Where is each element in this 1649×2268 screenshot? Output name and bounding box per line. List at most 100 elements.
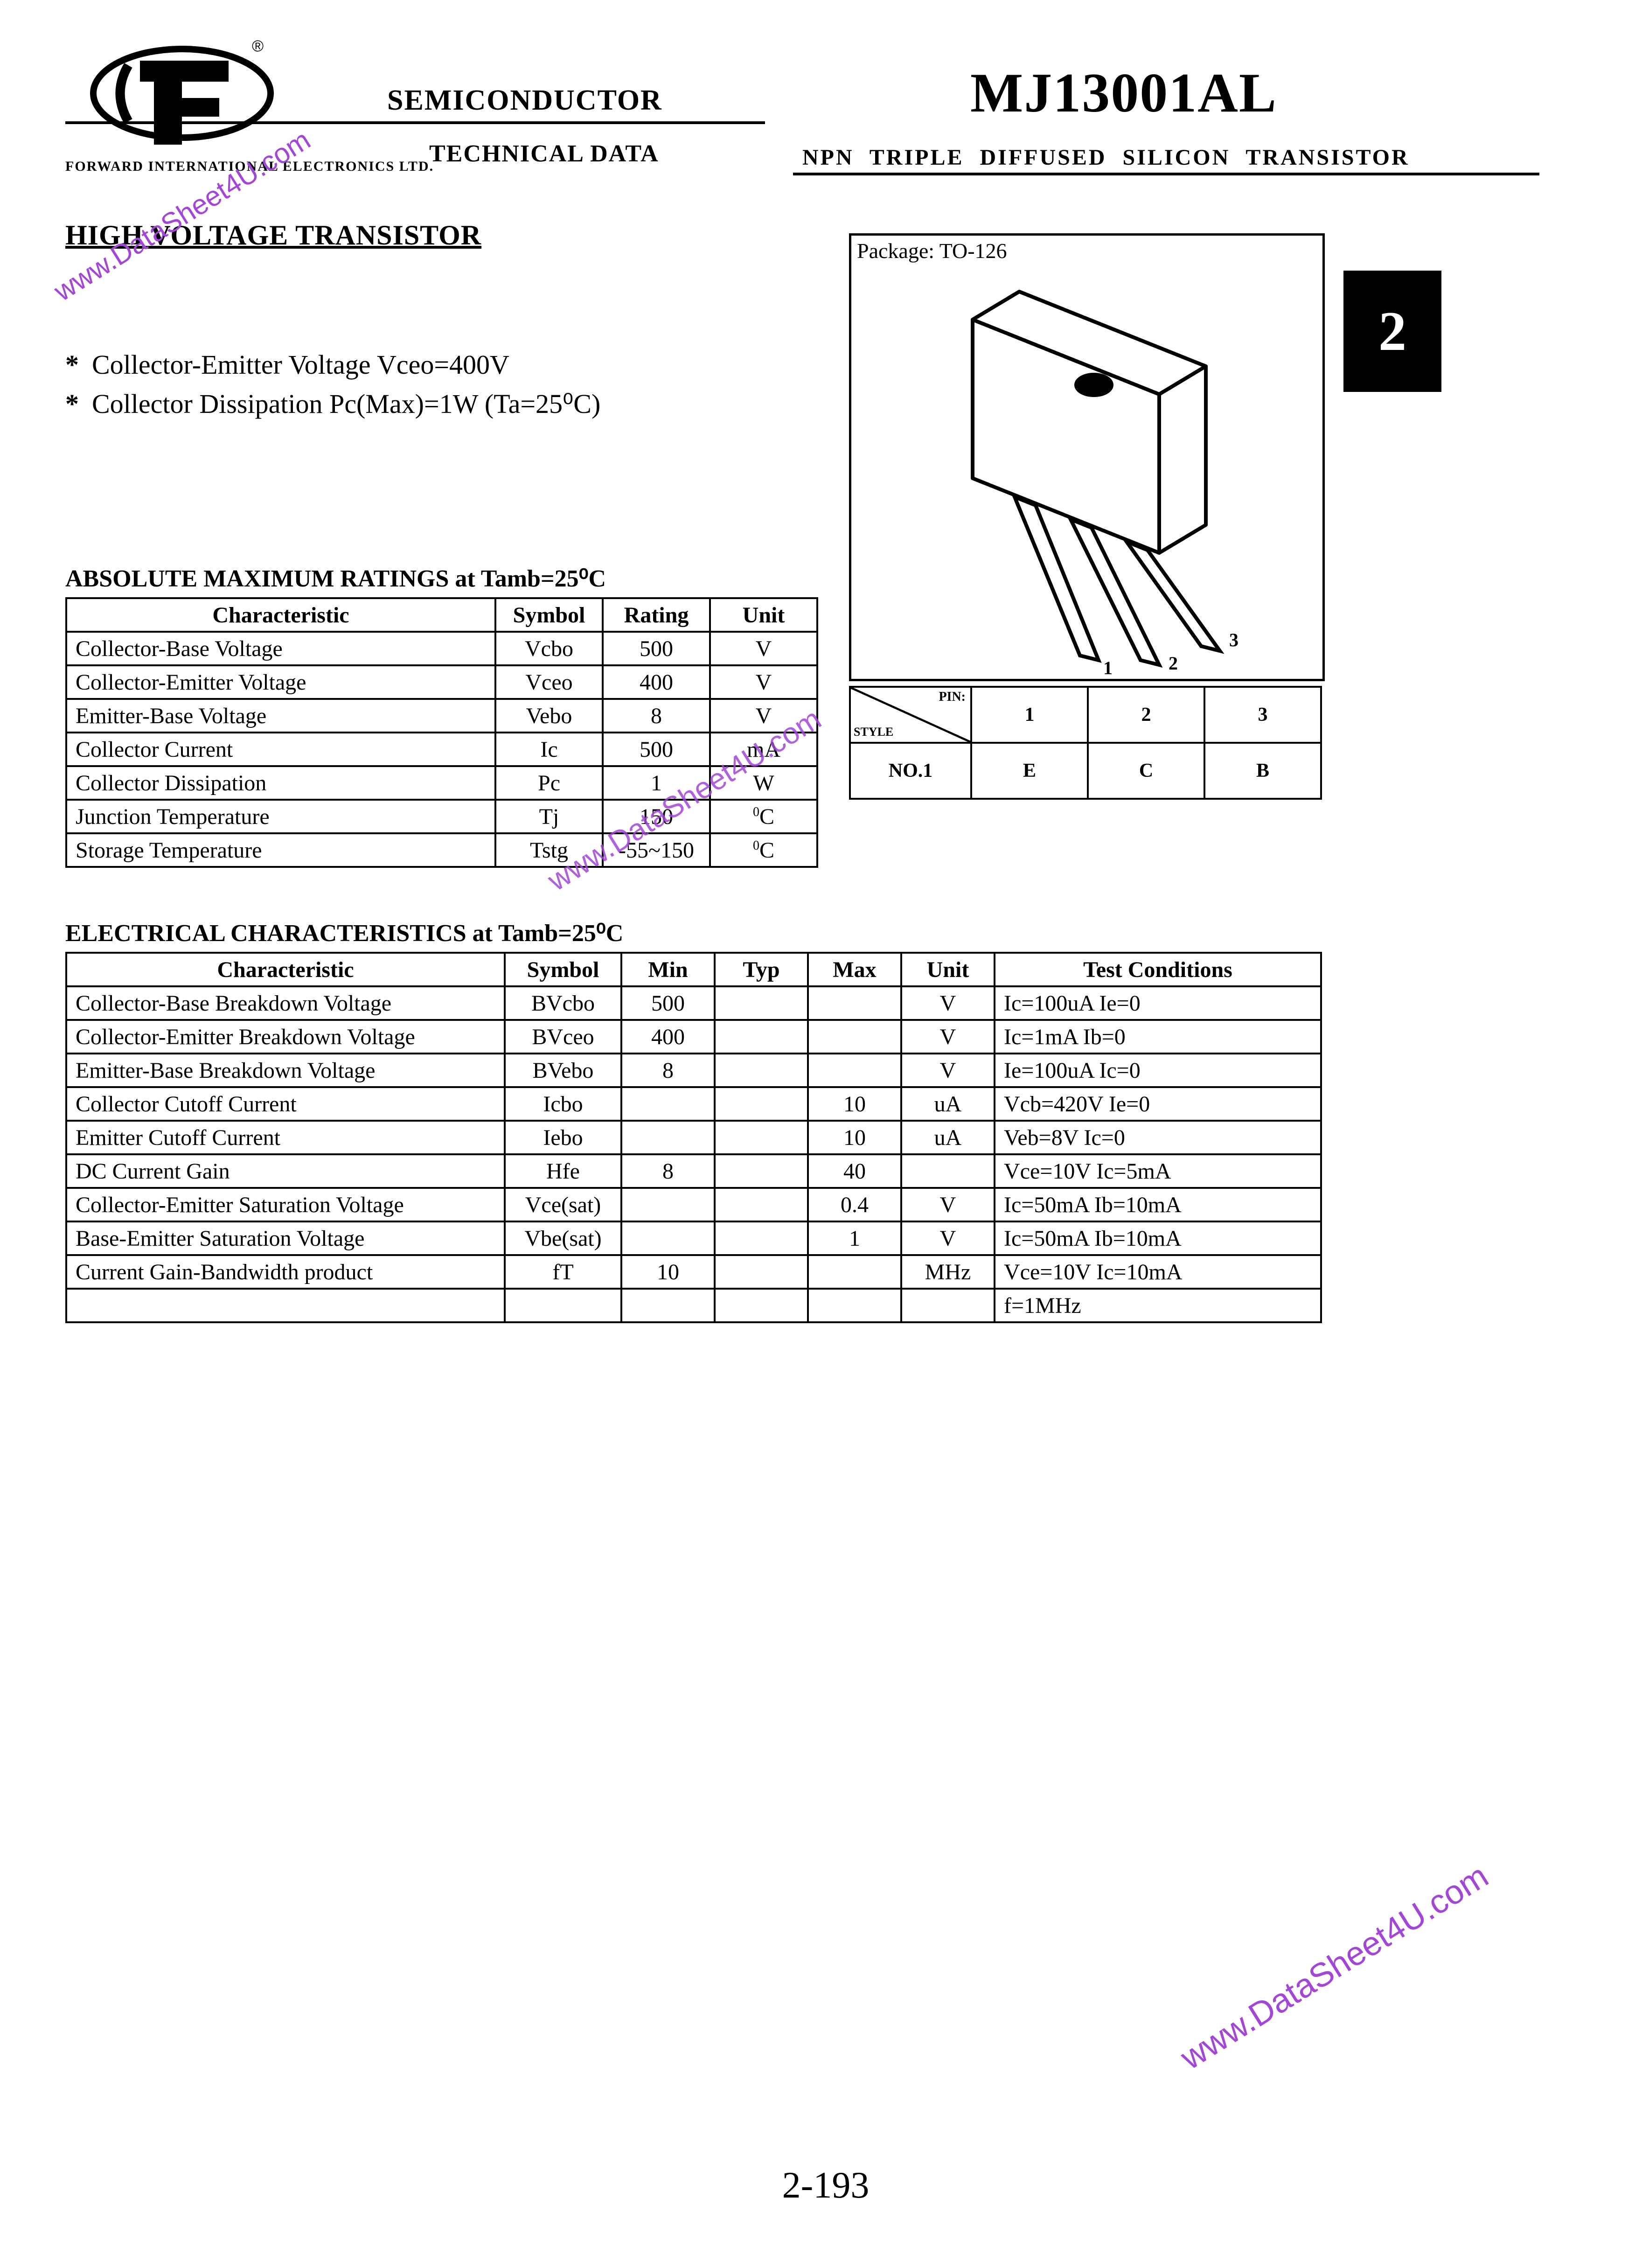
pin-table-cell: B — [1204, 743, 1321, 799]
ec-cell: V — [901, 1221, 995, 1255]
ec-header: Unit — [901, 953, 995, 986]
amr-cell: 500 — [603, 632, 710, 665]
amr-header: Characteristic — [66, 598, 495, 632]
ec-cell — [715, 1255, 808, 1289]
amr-cell: Vcbo — [495, 632, 603, 665]
ec-cell: uA — [901, 1121, 995, 1154]
amr-cell: 150 — [603, 800, 710, 833]
ec-cell: V — [901, 1054, 995, 1087]
pin-style-table: PIN: STYLE 123NO.1ECB — [849, 686, 1322, 800]
amr-cell: Collector Current — [66, 733, 495, 766]
amr-cell: Collector-Base Voltage — [66, 632, 495, 665]
ec-cell: Current Gain-Bandwidth product — [66, 1255, 505, 1289]
pin-table-header: 3 — [1204, 687, 1321, 743]
amr-title: ABSOLUTE MAXIMUM RATINGS at Tamb=25⁰C — [65, 565, 606, 593]
pin-table-corner: PIN: STYLE — [850, 687, 971, 743]
ec-cell: BVceo — [505, 1020, 621, 1054]
amr-cell: Storage Temperature — [66, 833, 495, 867]
ec-cell: 500 — [621, 986, 715, 1020]
ec-cell — [66, 1289, 505, 1322]
svg-text:3: 3 — [1229, 629, 1238, 650]
ec-cell — [715, 1121, 808, 1154]
ec-cell: Vcb=420V Ie=0 — [995, 1087, 1321, 1121]
ec-cell: 10 — [808, 1121, 901, 1154]
ec-table: CharacteristicSymbolMinTypMaxUnitTest Co… — [65, 952, 1322, 1323]
ec-cell: V — [901, 986, 995, 1020]
ec-cell — [715, 1087, 808, 1121]
ec-cell: Collector-Base Breakdown Voltage — [66, 986, 505, 1020]
ec-header: Test Conditions — [995, 953, 1321, 986]
svg-text:1: 1 — [1103, 657, 1113, 678]
amr-cell: Ic — [495, 733, 603, 766]
amr-cell: V — [710, 699, 817, 733]
amr-header: Rating — [603, 598, 710, 632]
ec-cell: f=1MHz — [995, 1289, 1321, 1322]
bullet-text: Collector-Emitter Voltage Vceo=400V — [92, 345, 509, 384]
ec-cell: Emitter Cutoff Current — [66, 1121, 505, 1154]
watermark: www.DataSheet4U.com — [1174, 1857, 1495, 2077]
ec-cell: 10 — [621, 1255, 715, 1289]
amr-cell: 0C — [710, 800, 817, 833]
part-number: MJ13001AL — [970, 61, 1277, 125]
ec-cell: Collector-Emitter Saturation Voltage — [66, 1188, 505, 1221]
svg-text:®: ® — [252, 37, 264, 55]
amr-cell: 8 — [603, 699, 710, 733]
ec-cell: 8 — [621, 1054, 715, 1087]
amr-cell: Tstg — [495, 833, 603, 867]
ec-cell: 0.4 — [808, 1188, 901, 1221]
ec-cell: Vce(sat) — [505, 1188, 621, 1221]
ec-cell: V — [901, 1020, 995, 1054]
header: ® FORWARD INTERNATIONAL ELECTRONICS LTD.… — [65, 33, 1586, 182]
ec-cell: uA — [901, 1087, 995, 1121]
ec-cell: Vbe(sat) — [505, 1221, 621, 1255]
ec-cell: Ie=100uA Ic=0 — [995, 1054, 1321, 1087]
page: ® FORWARD INTERNATIONAL ELECTRONICS LTD.… — [65, 33, 1586, 2226]
ec-cell: MHz — [901, 1255, 995, 1289]
amr-header: Symbol — [495, 598, 603, 632]
ec-cell — [808, 1289, 901, 1322]
amr-cell: 400 — [603, 665, 710, 699]
ec-cell: 40 — [808, 1154, 901, 1188]
ec-cell: Ic=50mA Ib=10mA — [995, 1221, 1321, 1255]
amr-cell: 0C — [710, 833, 817, 867]
ec-cell — [715, 1289, 808, 1322]
ec-cell — [715, 1020, 808, 1054]
ec-cell: BVcbo — [505, 986, 621, 1020]
amr-cell: V — [710, 632, 817, 665]
pin-table-header: 2 — [1088, 687, 1204, 743]
ec-cell — [808, 1020, 901, 1054]
ec-cell — [621, 1188, 715, 1221]
ec-cell: DC Current Gain — [66, 1154, 505, 1188]
amr-cell: Collector Dissipation — [66, 766, 495, 800]
ec-cell — [621, 1087, 715, 1121]
ec-cell: Collector Cutoff Current — [66, 1087, 505, 1121]
ec-cell: Ic=1mA Ib=0 — [995, 1020, 1321, 1054]
ec-cell: Veb=8V Ic=0 — [995, 1121, 1321, 1154]
header-rule-right — [793, 173, 1539, 175]
ec-cell — [715, 1221, 808, 1255]
amr-cell: 1 — [603, 766, 710, 800]
ec-header: Characteristic — [66, 953, 505, 986]
ec-cell: Ic=100uA Ie=0 — [995, 986, 1321, 1020]
bullet-asterisk: * — [65, 345, 79, 384]
ec-cell: Emitter-Base Breakdown Voltage — [66, 1054, 505, 1087]
ec-cell: 1 — [808, 1221, 901, 1255]
ec-cell — [621, 1221, 715, 1255]
amr-cell: Pc — [495, 766, 603, 800]
ec-cell — [715, 1054, 808, 1087]
ec-cell — [715, 1188, 808, 1221]
ec-cell: BVebo — [505, 1054, 621, 1087]
amr-header: Unit — [710, 598, 817, 632]
ec-cell — [808, 1255, 901, 1289]
ec-cell — [621, 1289, 715, 1322]
package-label: Package: TO-126 — [857, 238, 1007, 263]
company-name: FORWARD INTERNATIONAL ELECTRONICS LTD. — [65, 159, 434, 174]
amr-cell: -55~150 — [603, 833, 710, 867]
ec-cell — [901, 1289, 995, 1322]
amr-cell: W — [710, 766, 817, 800]
ec-cell — [621, 1121, 715, 1154]
ec-cell: fT — [505, 1255, 621, 1289]
ec-cell: 8 — [621, 1154, 715, 1188]
amr-cell: 500 — [603, 733, 710, 766]
ec-cell: V — [901, 1188, 995, 1221]
